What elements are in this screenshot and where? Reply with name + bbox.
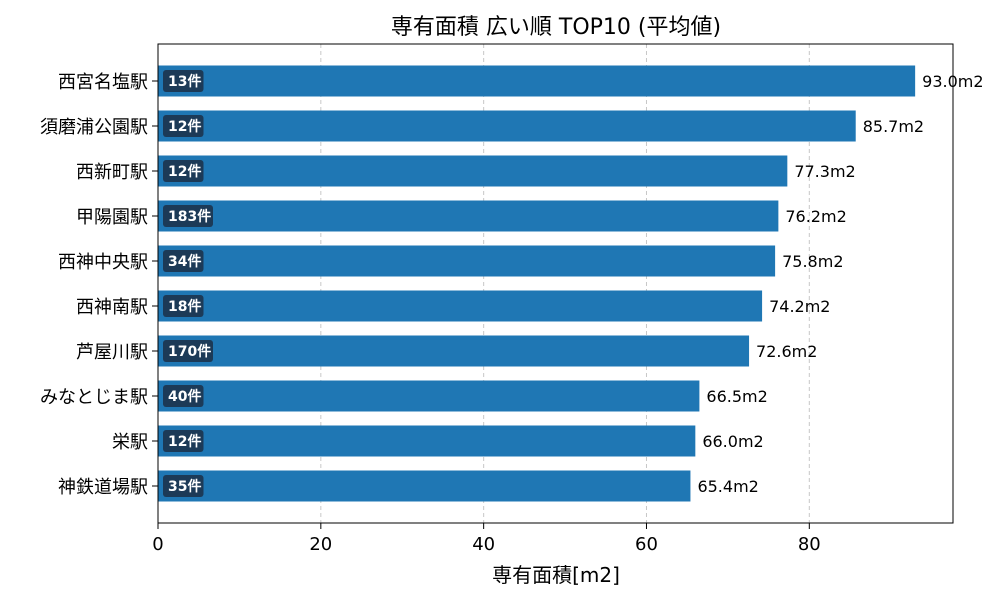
bar xyxy=(158,380,700,412)
x-axis-label: 専有面積[m2] xyxy=(492,563,620,587)
count-badge xyxy=(163,475,204,497)
count-label: 183件 xyxy=(168,208,211,225)
count-badge xyxy=(163,205,213,227)
count-badge xyxy=(163,385,204,407)
bar xyxy=(158,335,750,367)
y-tick-label: 須磨浦公園駅 xyxy=(40,117,148,138)
value-label: 74.2m2 xyxy=(769,297,830,316)
count-label: 13件 xyxy=(168,73,201,90)
count-badge xyxy=(163,160,204,182)
count-badge xyxy=(163,340,213,362)
y-tick-label: 西宮名塩駅 xyxy=(58,72,148,93)
count-badge xyxy=(163,70,204,92)
count-badge xyxy=(163,430,204,452)
count-label: 34件 xyxy=(168,253,201,270)
value-label: 66.5m2 xyxy=(706,387,767,406)
count-label: 40件 xyxy=(168,388,201,405)
bar xyxy=(158,200,779,232)
value-label: 76.2m2 xyxy=(785,207,846,226)
value-label: 66.0m2 xyxy=(702,432,763,451)
count-badge xyxy=(163,115,204,137)
x-axis-ticks: 0 20 40 60 80 xyxy=(152,523,821,555)
bar xyxy=(158,470,691,502)
y-tick-label: 神鉄道場駅 xyxy=(58,477,148,498)
y-tick-label: 栄駅 xyxy=(112,432,148,453)
y-tick-label: 芦屋川駅 xyxy=(76,342,148,363)
x-tick-label: 60 xyxy=(635,534,658,555)
count-label: 18件 xyxy=(168,298,201,315)
count-label: 35件 xyxy=(168,478,201,495)
y-tick-label: 西神中央駅 xyxy=(58,252,148,273)
bar xyxy=(158,65,916,97)
x-tick-label: 80 xyxy=(798,534,821,555)
count-label: 12件 xyxy=(168,118,201,135)
value-label: 75.8m2 xyxy=(782,252,843,271)
value-label: 72.6m2 xyxy=(756,342,817,361)
x-tick-label: 40 xyxy=(472,534,495,555)
value-label: 65.4m2 xyxy=(697,477,758,496)
bar xyxy=(158,110,856,142)
count-badge xyxy=(163,250,204,272)
x-tick-label: 0 xyxy=(152,534,163,555)
value-label: 85.7m2 xyxy=(863,117,924,136)
y-tick-label: 西神南駅 xyxy=(76,297,148,318)
y-tick-label: みなとじま駅 xyxy=(40,387,148,408)
y-tick-label: 甲陽園駅 xyxy=(76,207,148,228)
count-badge xyxy=(163,295,204,317)
chart-title: 専有面積 広い順 TOP10 (平均値) xyxy=(391,15,721,40)
bar xyxy=(158,425,696,457)
count-label: 12件 xyxy=(168,433,201,450)
bars xyxy=(158,65,916,502)
x-tick-label: 20 xyxy=(309,534,332,555)
bar xyxy=(158,290,763,322)
value-label: 77.3m2 xyxy=(794,162,855,181)
bar xyxy=(158,155,788,187)
count-label: 170件 xyxy=(168,343,211,360)
y-axis-ticks: 西宮名塩駅須磨浦公園駅西新町駅甲陽園駅西神中央駅西神南駅芦屋川駅みなとじま駅栄駅… xyxy=(40,72,158,498)
plot-frame xyxy=(157,43,954,524)
y-tick-label: 西新町駅 xyxy=(76,162,148,183)
count-label: 12件 xyxy=(168,163,201,180)
bar xyxy=(158,245,776,277)
